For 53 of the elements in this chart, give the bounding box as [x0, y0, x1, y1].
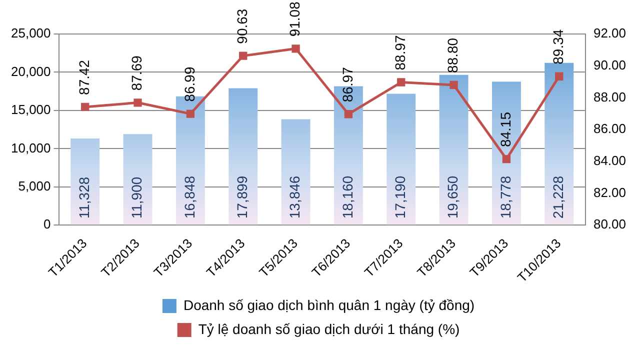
- bar: [281, 119, 310, 225]
- y2-tick-label: 82.00: [593, 184, 626, 200]
- point: [186, 110, 195, 118]
- point: [397, 78, 406, 86]
- legend-label: Doanh số giao dịch bình quân 1 ngày (tỷ đồng): [183, 296, 475, 313]
- y-tick-label: 15,000: [10, 102, 51, 118]
- data-label: 87.69: [128, 55, 145, 91]
- y2-tick-label: 88.00: [593, 89, 626, 104]
- data-label: 88.80: [444, 38, 461, 73]
- point: [502, 154, 511, 164]
- data-label: 18,778: [497, 176, 514, 219]
- y2-tick-label: 86.00: [593, 121, 626, 136]
- point: [239, 52, 248, 60]
- bar: [70, 138, 100, 225]
- y-tick-label: 25,000: [10, 26, 51, 41]
- data-label: 11,900: [128, 176, 145, 219]
- y-tick-label: 20,000: [10, 64, 51, 79]
- point: [134, 98, 142, 107]
- data-label: 87.42: [76, 60, 92, 95]
- data-label: 84.15: [497, 112, 514, 148]
- data-label: 88.97: [392, 35, 408, 70]
- point: [292, 44, 300, 53]
- data-label: 86.99: [181, 66, 198, 102]
- point: [555, 72, 564, 80]
- data-label: 18,160: [339, 176, 356, 219]
- data-label: 90.63: [234, 8, 250, 44]
- data-label: 91.08: [286, 1, 303, 37]
- data-label: 17,190: [392, 176, 408, 219]
- bar: [123, 134, 152, 225]
- data-label: 21,228: [550, 176, 566, 219]
- bar: [228, 88, 258, 225]
- y-tick-label: 0: [44, 216, 51, 232]
- data-label: 19,650: [444, 176, 461, 219]
- y2-tick-label: 92.00: [593, 26, 626, 41]
- data-label: 13,846: [286, 176, 303, 219]
- bar: [492, 82, 521, 225]
- y2-tick-label: 90.00: [593, 57, 626, 72]
- point: [450, 80, 458, 90]
- data-label: 11,328: [76, 176, 92, 219]
- y2-tick-label: 80.00: [593, 216, 626, 232]
- point: [344, 110, 353, 118]
- legend-label: Tỷ lệ doanh số giao dịch dưới 1 tháng (%): [198, 320, 460, 337]
- data-label: 86.97: [339, 66, 356, 102]
- data-label: 17,899: [234, 176, 250, 219]
- bar: [544, 62, 574, 225]
- y2-tick-label: 84.00: [593, 152, 626, 168]
- data-label: 16,848: [181, 176, 198, 219]
- bar: [386, 94, 416, 225]
- data-label: 89.34: [550, 29, 566, 64]
- bar: [439, 74, 468, 225]
- y-tick-label: 5,000: [18, 178, 51, 194]
- y-tick-label: 10,000: [10, 140, 51, 156]
- point: [81, 102, 90, 112]
